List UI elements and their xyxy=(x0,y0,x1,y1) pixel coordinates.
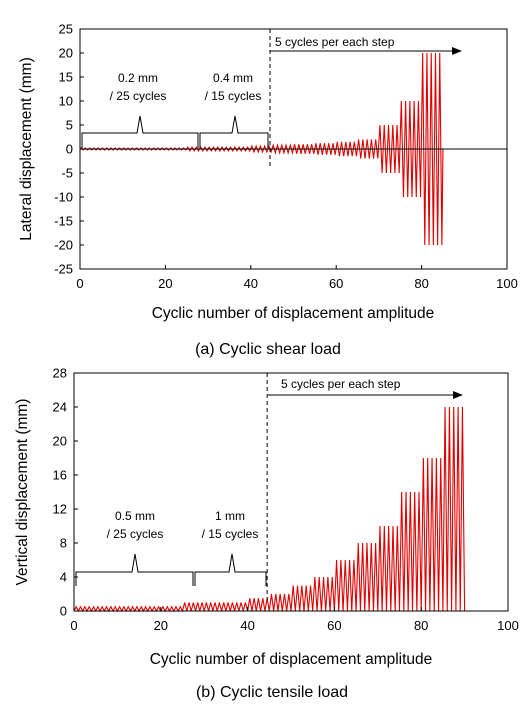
y-tick-label: -25 xyxy=(54,262,73,277)
x-tick-label: 100 xyxy=(496,276,518,291)
y-tick-label: -10 xyxy=(54,190,73,205)
chart-a-x-axis-label: Cyclic number of displacement amplitude xyxy=(152,305,435,322)
chart-a-x-tick-labels: 0 20 40 60 80 100 xyxy=(76,265,518,291)
chart-a-arrow-label: 5 cycles per each step xyxy=(275,35,395,49)
chart-b-step1-cycles: / 25 cycles xyxy=(107,527,164,541)
chart-a-y-axis-label: Lateral displacement (mm) xyxy=(18,57,35,240)
x-tick-label: 100 xyxy=(497,618,519,633)
x-tick-label: 60 xyxy=(327,618,341,633)
chart-a-annotations: 0.2 mm / 25 cycles 0.4 mm / 15 cycles 5 … xyxy=(81,29,462,166)
y-tick-label: 5 xyxy=(66,118,73,133)
chart-b-step2-amp: 1 mm xyxy=(215,509,245,523)
y-tick-label: 10 xyxy=(59,94,73,109)
y-tick-label: 12 xyxy=(53,502,67,517)
chart-a-brace-step2 xyxy=(199,115,269,148)
y-tick-label: 15 xyxy=(59,70,73,85)
y-tick-label: 16 xyxy=(53,468,67,483)
chart-a-step1-cycles: / 25 cycles xyxy=(110,89,167,103)
y-tick-label: -5 xyxy=(61,166,73,181)
chart-b-annotations: 0.5 mm / 25 cycles 1 mm / 15 cycles 5 cy… xyxy=(75,373,463,600)
chart-b-x-axis-label: Cyclic number of displacement amplitude xyxy=(150,651,433,668)
chart-b-step2-cycles: / 15 cycles xyxy=(202,527,259,541)
y-tick-label: 0 xyxy=(60,604,67,619)
x-tick-label: 40 xyxy=(240,618,254,633)
y-tick-label: 8 xyxy=(60,536,67,551)
y-tick-label: 0 xyxy=(66,142,73,157)
chart-b-plot-frame xyxy=(73,372,509,612)
chart-b-y-axis-label: Vertical displacement (mm) xyxy=(14,399,31,586)
y-tick-label: 20 xyxy=(59,46,73,61)
y-tick-label: 28 xyxy=(53,366,67,381)
x-tick-label: 40 xyxy=(244,276,258,291)
x-tick-label: 80 xyxy=(414,618,428,633)
chart-a-step1-amp: 0.2 mm xyxy=(118,71,158,85)
chart-b-y-tick-labels: 28 24 20 16 12 8 4 0 xyxy=(53,366,78,619)
chart-b-brace-step1 xyxy=(75,553,194,586)
x-tick-label: 0 xyxy=(70,618,77,633)
y-tick-label: -15 xyxy=(54,214,73,229)
y-tick-label: 4 xyxy=(60,570,67,585)
chart-b-brace-step2 xyxy=(194,553,267,586)
x-tick-label: 60 xyxy=(329,276,343,291)
x-tick-label: 80 xyxy=(414,276,428,291)
y-tick-label: 20 xyxy=(53,434,67,449)
y-tick-label: 24 xyxy=(53,400,67,415)
y-tick-label: 25 xyxy=(59,22,73,37)
chart-a-step2-cycles: / 15 cycles xyxy=(205,89,262,103)
chart-a-brace-step1 xyxy=(81,115,199,148)
y-tick-label: -20 xyxy=(54,238,73,253)
chart-b-caption: (b) Cyclic tensile load xyxy=(196,684,348,701)
chart-b-x-tick-labels: 0 20 40 60 80 100 xyxy=(70,607,519,633)
x-tick-label: 20 xyxy=(158,276,172,291)
chart-b-arrow-label: 5 cycles per each step xyxy=(281,377,401,391)
chart-b-step1-amp: 0.5 mm xyxy=(115,509,155,523)
chart-a-caption: (a) Cyclic shear load xyxy=(195,341,341,358)
chart-a-y-tick-labels: 25 20 15 10 5 0 -5 -10 -15 -20 -25 xyxy=(54,22,84,277)
chart-a-step2-amp: 0.4 mm xyxy=(213,71,253,85)
x-tick-label: 20 xyxy=(154,618,168,633)
x-tick-label: 0 xyxy=(76,276,83,291)
chart-tensile: 0.5 mm / 25 cycles 1 mm / 15 cycles 5 cy… xyxy=(14,366,519,702)
chart-shear: 0.2 mm / 25 cycles 0.4 mm / 15 cycles 5 … xyxy=(18,22,518,359)
